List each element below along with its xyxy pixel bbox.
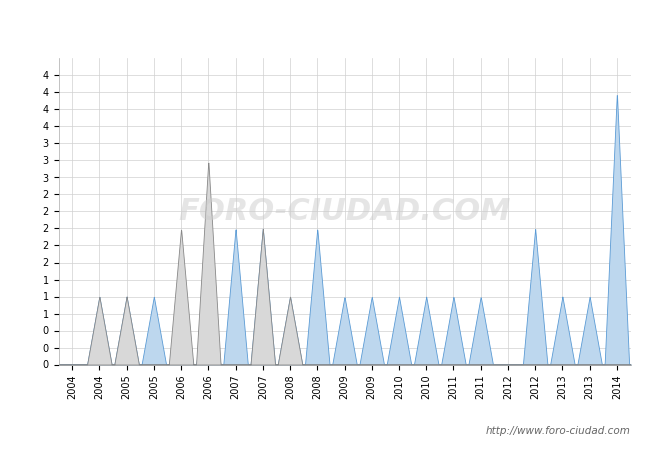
Text: San Martín de Oscos - Evolucion del Nº de Transacciones Inmobiliarias: San Martín de Oscos - Evolucion del Nº d… — [68, 17, 582, 32]
Text: FORO-CIUDAD.COM: FORO-CIUDAD.COM — [178, 197, 511, 226]
Text: http://www.foro-ciudad.com: http://www.foro-ciudad.com — [486, 427, 630, 436]
